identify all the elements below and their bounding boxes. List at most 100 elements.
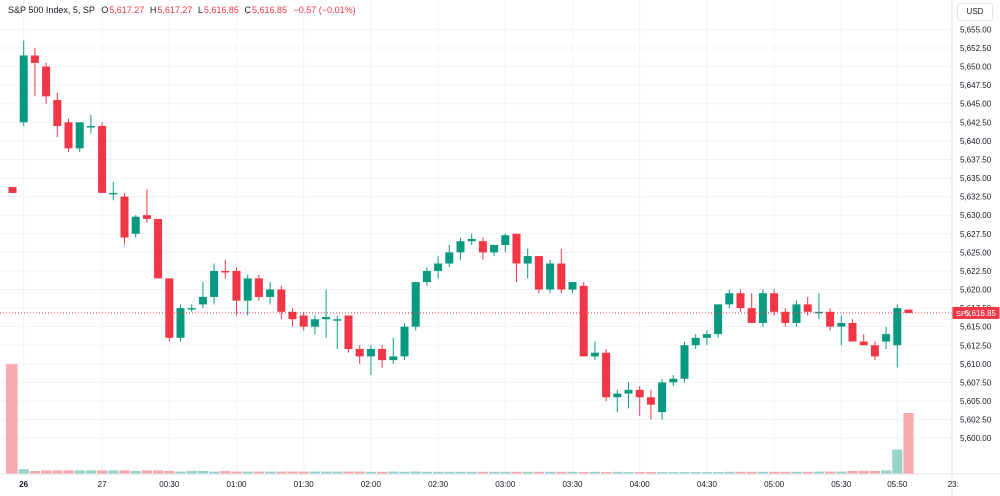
volume-bar [444,471,455,474]
volume-bar [746,471,757,474]
candle [389,337,398,364]
volume-bar [52,470,63,474]
volume-bar [321,471,332,474]
candle [131,215,140,238]
candle [355,345,364,364]
currency-button[interactable]: USD [957,3,993,21]
candle [602,348,611,401]
volume-bars [6,364,914,474]
volume-bar [724,471,735,474]
volume-bar [18,469,29,474]
candle [299,311,308,331]
candle [288,308,297,327]
time-tick-label: 01:00 [226,480,247,489]
price-tick-label: 5,600.00 [960,434,992,443]
volume-bar [455,471,466,474]
candle-body [64,122,73,149]
candle [501,233,510,253]
volume-bar [813,471,824,474]
candle [53,92,62,138]
price-axis[interactable]: 5,655.00 5,652.50 5,650.00 5,647.50 5,645.00… [951,0,992,496]
volume-bar [220,470,231,474]
close-value: 5,616.85 [251,5,288,15]
candle [758,289,767,327]
candle-body [254,278,263,297]
candle [411,282,420,331]
candle-body [389,356,398,361]
volume-bar [231,471,242,474]
candle [714,304,723,338]
volume-bar [769,471,780,474]
volume-bar [634,472,645,474]
candle-body [691,337,700,346]
candle-body [770,293,779,312]
candle [557,248,566,294]
candle [232,267,241,316]
candle [322,289,331,338]
candle-body [747,308,756,323]
low-label: L [197,5,203,15]
candle-body [624,389,633,394]
candle [725,289,734,309]
volume-bar [802,471,813,474]
volume-bar [757,471,768,474]
candle-body [534,256,543,290]
volume-bar [433,471,444,474]
volume-bar [511,471,522,474]
time-tick-label: 01:30 [294,480,315,489]
time-axis[interactable]: 26 27 00:30 01:00 01:30 02:00 02:30 03:00 03:30 0… [0,473,1000,489]
candle-body [98,126,107,193]
volume-bar [612,471,623,474]
volume-bar [119,470,130,474]
candle [456,237,465,260]
ohlc-legend: S&P 500 Index, 5, SP O5,617.27 H5,617.27… [8,5,356,15]
volume-bar [567,471,578,474]
candle-body [725,293,734,305]
candle-body [19,55,28,123]
candle [658,378,667,420]
volume-bar [791,471,802,474]
candles [8,40,913,420]
candle-body [781,311,790,323]
price-tick-label: 5,607.50 [960,378,992,387]
price-tick-label: 5,625.00 [960,248,992,257]
price-tick-label: 5,655.00 [960,25,992,34]
candle [882,326,891,349]
candle-body [434,263,443,271]
candle [837,315,846,346]
price-tick-label: 5,620.00 [960,286,992,295]
candle [120,192,129,245]
candle-body [277,289,286,312]
candle [30,48,39,97]
price-tick-label: 5,627.50 [960,230,992,239]
volume-bar [309,471,320,474]
candle-body [53,100,62,127]
low-value: 5,616.85 [203,5,239,15]
candle [210,263,219,305]
candle-body [131,216,140,234]
candle-body [355,348,364,357]
volume-bar [545,471,556,474]
candle [434,256,443,279]
volume-bar [701,472,712,474]
time-tick-label: 02:30 [428,480,449,489]
candle [277,285,286,320]
candle [187,304,196,312]
candle-body [882,334,891,342]
candle [848,319,857,342]
candle-body [512,233,521,264]
candle [579,282,588,357]
volume-bar [836,471,847,474]
candle-body [456,241,465,253]
close-label: C [244,5,251,15]
candle [221,259,230,279]
volume-bar [589,471,600,474]
volume-bar [556,471,567,474]
volume-bar [903,413,914,474]
candle-body [344,315,353,349]
price-tag-bg [952,306,1000,319]
volume-bar [623,472,634,474]
candle-body [445,252,454,264]
volume-bar [85,470,96,474]
